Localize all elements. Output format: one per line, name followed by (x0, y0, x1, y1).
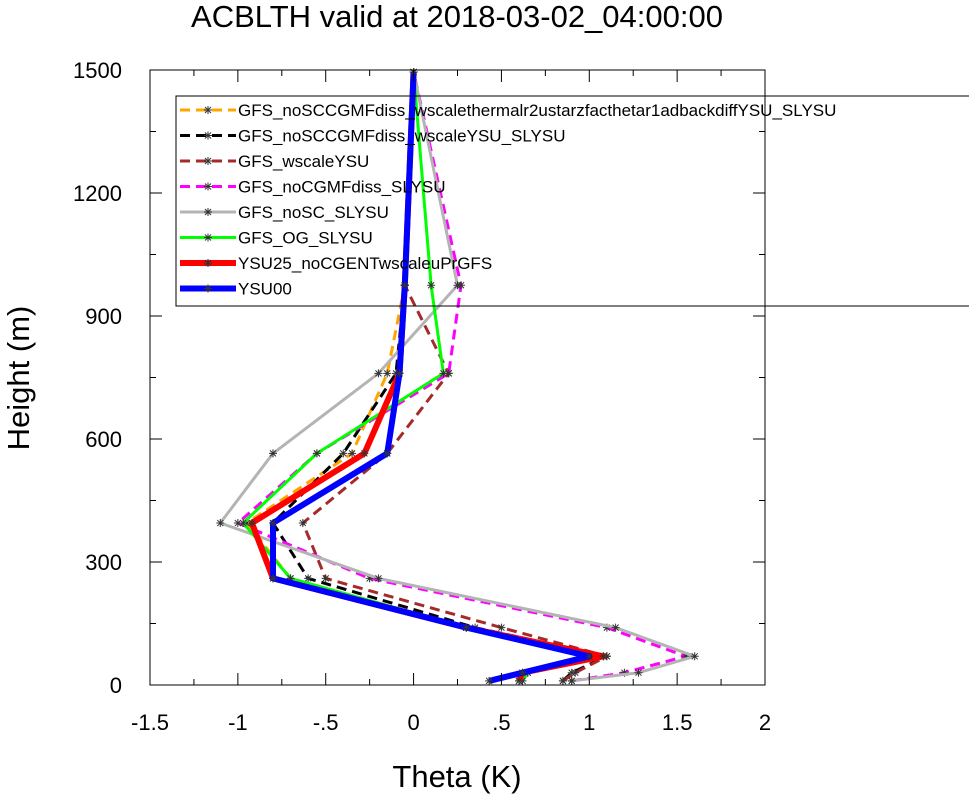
y-tick-label: 0 (110, 673, 122, 698)
series-5-point (634, 668, 643, 677)
x-tick-label: .5 (492, 710, 510, 735)
legend-label-6: GFS_OG_SLYSU (238, 229, 373, 248)
x-tick-label: -1 (228, 710, 248, 735)
series-3-point (298, 519, 307, 528)
series-5-point (690, 652, 699, 661)
x-tick-label: -.5 (313, 710, 339, 735)
tick-layer: -1.5 -1 -.5 0 .5 1 1.5 2 0 300 600 900 1200 1500 (73, 58, 771, 735)
series-8-point (269, 574, 277, 583)
series-6-point (312, 449, 321, 458)
series-2-point (304, 574, 313, 583)
series-8-point (269, 519, 277, 528)
x-axis-label: Theta (K) (392, 759, 521, 794)
series-8-point (485, 676, 494, 685)
series-4-point (444, 369, 453, 378)
y-tick-label: 600 (85, 427, 122, 452)
y-axis-label: Height (m) (1, 306, 36, 451)
x-tick-label: 2 (759, 710, 771, 735)
series-8-point (383, 449, 392, 458)
series-6-point (239, 519, 248, 528)
series-1-point (348, 449, 357, 458)
series-3-point (558, 676, 567, 685)
x-tick-label: 1.5 (662, 710, 693, 735)
series-7-point (247, 519, 256, 528)
series-7-point (515, 676, 523, 685)
y-tick-label: 300 (85, 550, 122, 575)
legend-label-1: GFS_noSCCGMFdiss_wscalethermalr2ustarzfa… (238, 101, 836, 120)
series-5-point (374, 369, 383, 378)
legend-marker-6 (204, 233, 212, 242)
series-3-point (321, 574, 330, 583)
series-5-point (453, 281, 462, 290)
y-tick-label: 1200 (73, 181, 122, 206)
series-8-point (400, 281, 409, 290)
series-6-point (439, 369, 448, 378)
legend-marker-2 (204, 131, 212, 140)
legend-marker-4 (204, 182, 212, 191)
series-4-point (365, 574, 374, 583)
series-5-point (216, 519, 225, 528)
legend-label-5: GFS_noSC_SLYSU (238, 203, 389, 222)
legend-label-4: GFS_noCGMFdiss_SLYSU (238, 178, 446, 197)
legend-marker-1 (204, 106, 212, 114)
x-tick-label: -1.5 (131, 710, 169, 735)
series-3-point (497, 623, 506, 632)
series-7-point (599, 652, 608, 661)
series-5-point (611, 623, 620, 632)
legend-label-7: YSU25_noCGENTwscaleuPrGFS (238, 254, 492, 273)
legend-label-2: GFS_noSCCGMFdiss_wscaleYSU_SLYSU (238, 127, 566, 146)
legend-marker-7 (204, 259, 212, 267)
legend-marker-3 (204, 157, 212, 165)
series-4-point (681, 652, 690, 661)
series-8-point (518, 668, 527, 677)
legend-box (175, 95, 969, 307)
series-5-point (374, 574, 383, 583)
x-tick-label: 1 (583, 710, 595, 735)
legend-marker-5 (204, 208, 212, 216)
legend-label-8: YSU00 (238, 280, 292, 299)
series-4-point (620, 668, 629, 677)
series-4-point (233, 519, 242, 528)
chart-title: ACBLTH valid at 2018-03-02_04:00:00 (191, 0, 723, 34)
series-layer (216, 68, 699, 685)
series-line-5 (218, 71, 697, 683)
x-tick-label: 0 (407, 710, 419, 735)
legend: GFS_noSCCGMFdiss_wscalethermalr2ustarzfa… (175, 95, 969, 307)
series-7-point (360, 449, 369, 458)
series-8-point (462, 623, 471, 632)
series-1-point (383, 369, 392, 378)
series-8-point (585, 652, 594, 661)
legend-marker-8 (204, 284, 212, 293)
series-2-point (339, 449, 348, 458)
series-line-3 (301, 71, 609, 683)
legend-label-3: GFS_wscaleYSU (238, 152, 369, 171)
series-line-8 (270, 71, 593, 684)
y-tick-label: 900 (85, 304, 122, 329)
series-3-point (571, 668, 580, 677)
series-5-point (567, 676, 576, 685)
series-5-point (269, 449, 277, 458)
series-4-point (602, 623, 611, 632)
series-8-point (395, 369, 404, 378)
series-6-point (427, 281, 436, 290)
y-tick-label: 1500 (73, 58, 122, 83)
series-6-point (286, 574, 295, 583)
